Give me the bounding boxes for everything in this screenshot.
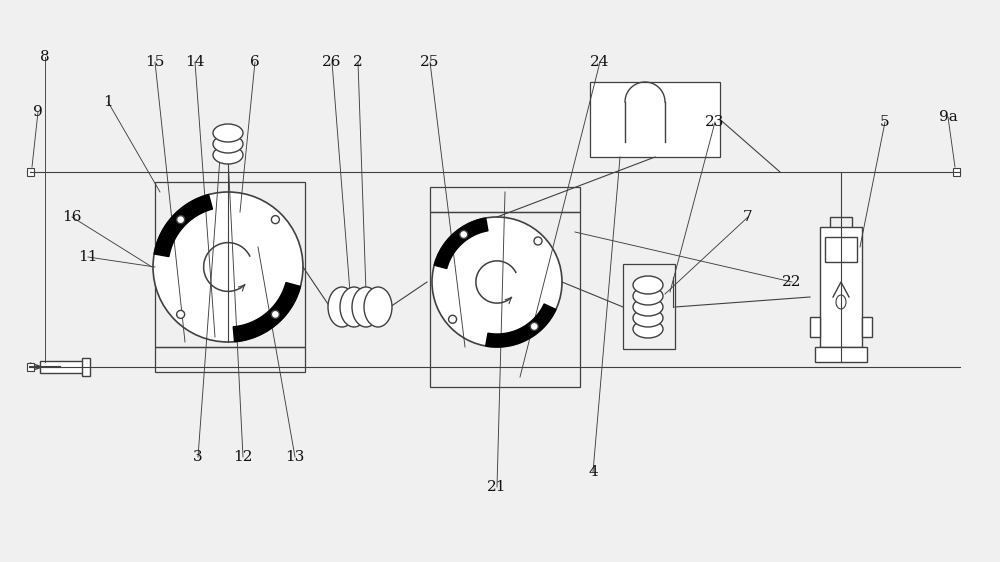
Bar bbox=[623, 264, 675, 349]
Circle shape bbox=[271, 216, 279, 224]
Bar bbox=[155, 182, 305, 347]
Bar bbox=[430, 187, 580, 212]
Ellipse shape bbox=[633, 276, 663, 294]
Bar bbox=[820, 227, 862, 347]
Polygon shape bbox=[30, 363, 42, 371]
Text: 7: 7 bbox=[743, 210, 753, 224]
Circle shape bbox=[530, 323, 538, 330]
Bar bbox=[953, 168, 960, 176]
Ellipse shape bbox=[633, 287, 663, 305]
Bar bbox=[155, 347, 305, 372]
Circle shape bbox=[534, 237, 542, 245]
Circle shape bbox=[153, 192, 303, 342]
Circle shape bbox=[271, 310, 279, 319]
Bar bbox=[82, 358, 90, 376]
Text: 4: 4 bbox=[588, 465, 598, 479]
Text: 25: 25 bbox=[420, 55, 440, 69]
Bar bbox=[815, 347, 867, 362]
Text: 5: 5 bbox=[880, 115, 890, 129]
Ellipse shape bbox=[633, 320, 663, 338]
Text: 12: 12 bbox=[233, 450, 253, 464]
Polygon shape bbox=[434, 218, 488, 269]
Bar bbox=[27, 363, 34, 371]
Circle shape bbox=[460, 230, 468, 238]
Polygon shape bbox=[233, 283, 300, 342]
Text: 13: 13 bbox=[285, 450, 305, 464]
Text: 22: 22 bbox=[782, 275, 802, 289]
Text: 24: 24 bbox=[590, 55, 610, 69]
Text: 6: 6 bbox=[250, 55, 260, 69]
Bar bbox=[27, 168, 34, 176]
Ellipse shape bbox=[633, 309, 663, 327]
Text: 14: 14 bbox=[185, 55, 205, 69]
Ellipse shape bbox=[328, 287, 356, 327]
Text: 21: 21 bbox=[487, 480, 507, 494]
Bar bbox=[590, 82, 720, 157]
Circle shape bbox=[177, 310, 185, 319]
Circle shape bbox=[449, 315, 457, 323]
Circle shape bbox=[432, 217, 562, 347]
Text: 8: 8 bbox=[40, 50, 50, 64]
Ellipse shape bbox=[633, 298, 663, 316]
Polygon shape bbox=[486, 304, 556, 347]
Ellipse shape bbox=[352, 287, 380, 327]
Text: 9: 9 bbox=[33, 105, 43, 119]
Circle shape bbox=[177, 216, 185, 224]
Text: 16: 16 bbox=[62, 210, 82, 224]
Text: 15: 15 bbox=[145, 55, 165, 69]
Text: 11: 11 bbox=[78, 250, 98, 264]
Text: 1: 1 bbox=[103, 95, 113, 109]
Bar bbox=[825, 237, 857, 262]
Bar bbox=[40, 361, 85, 373]
Ellipse shape bbox=[364, 287, 392, 327]
Ellipse shape bbox=[213, 124, 243, 142]
Polygon shape bbox=[154, 194, 212, 257]
Text: 3: 3 bbox=[193, 450, 203, 464]
Text: 9a: 9a bbox=[939, 110, 957, 124]
Bar bbox=[430, 212, 580, 387]
Text: 2: 2 bbox=[353, 55, 363, 69]
Ellipse shape bbox=[213, 146, 243, 164]
Text: 26: 26 bbox=[322, 55, 342, 69]
Bar bbox=[862, 317, 872, 337]
Ellipse shape bbox=[213, 135, 243, 153]
Text: 23: 23 bbox=[705, 115, 725, 129]
Ellipse shape bbox=[340, 287, 368, 327]
Bar bbox=[810, 317, 820, 337]
